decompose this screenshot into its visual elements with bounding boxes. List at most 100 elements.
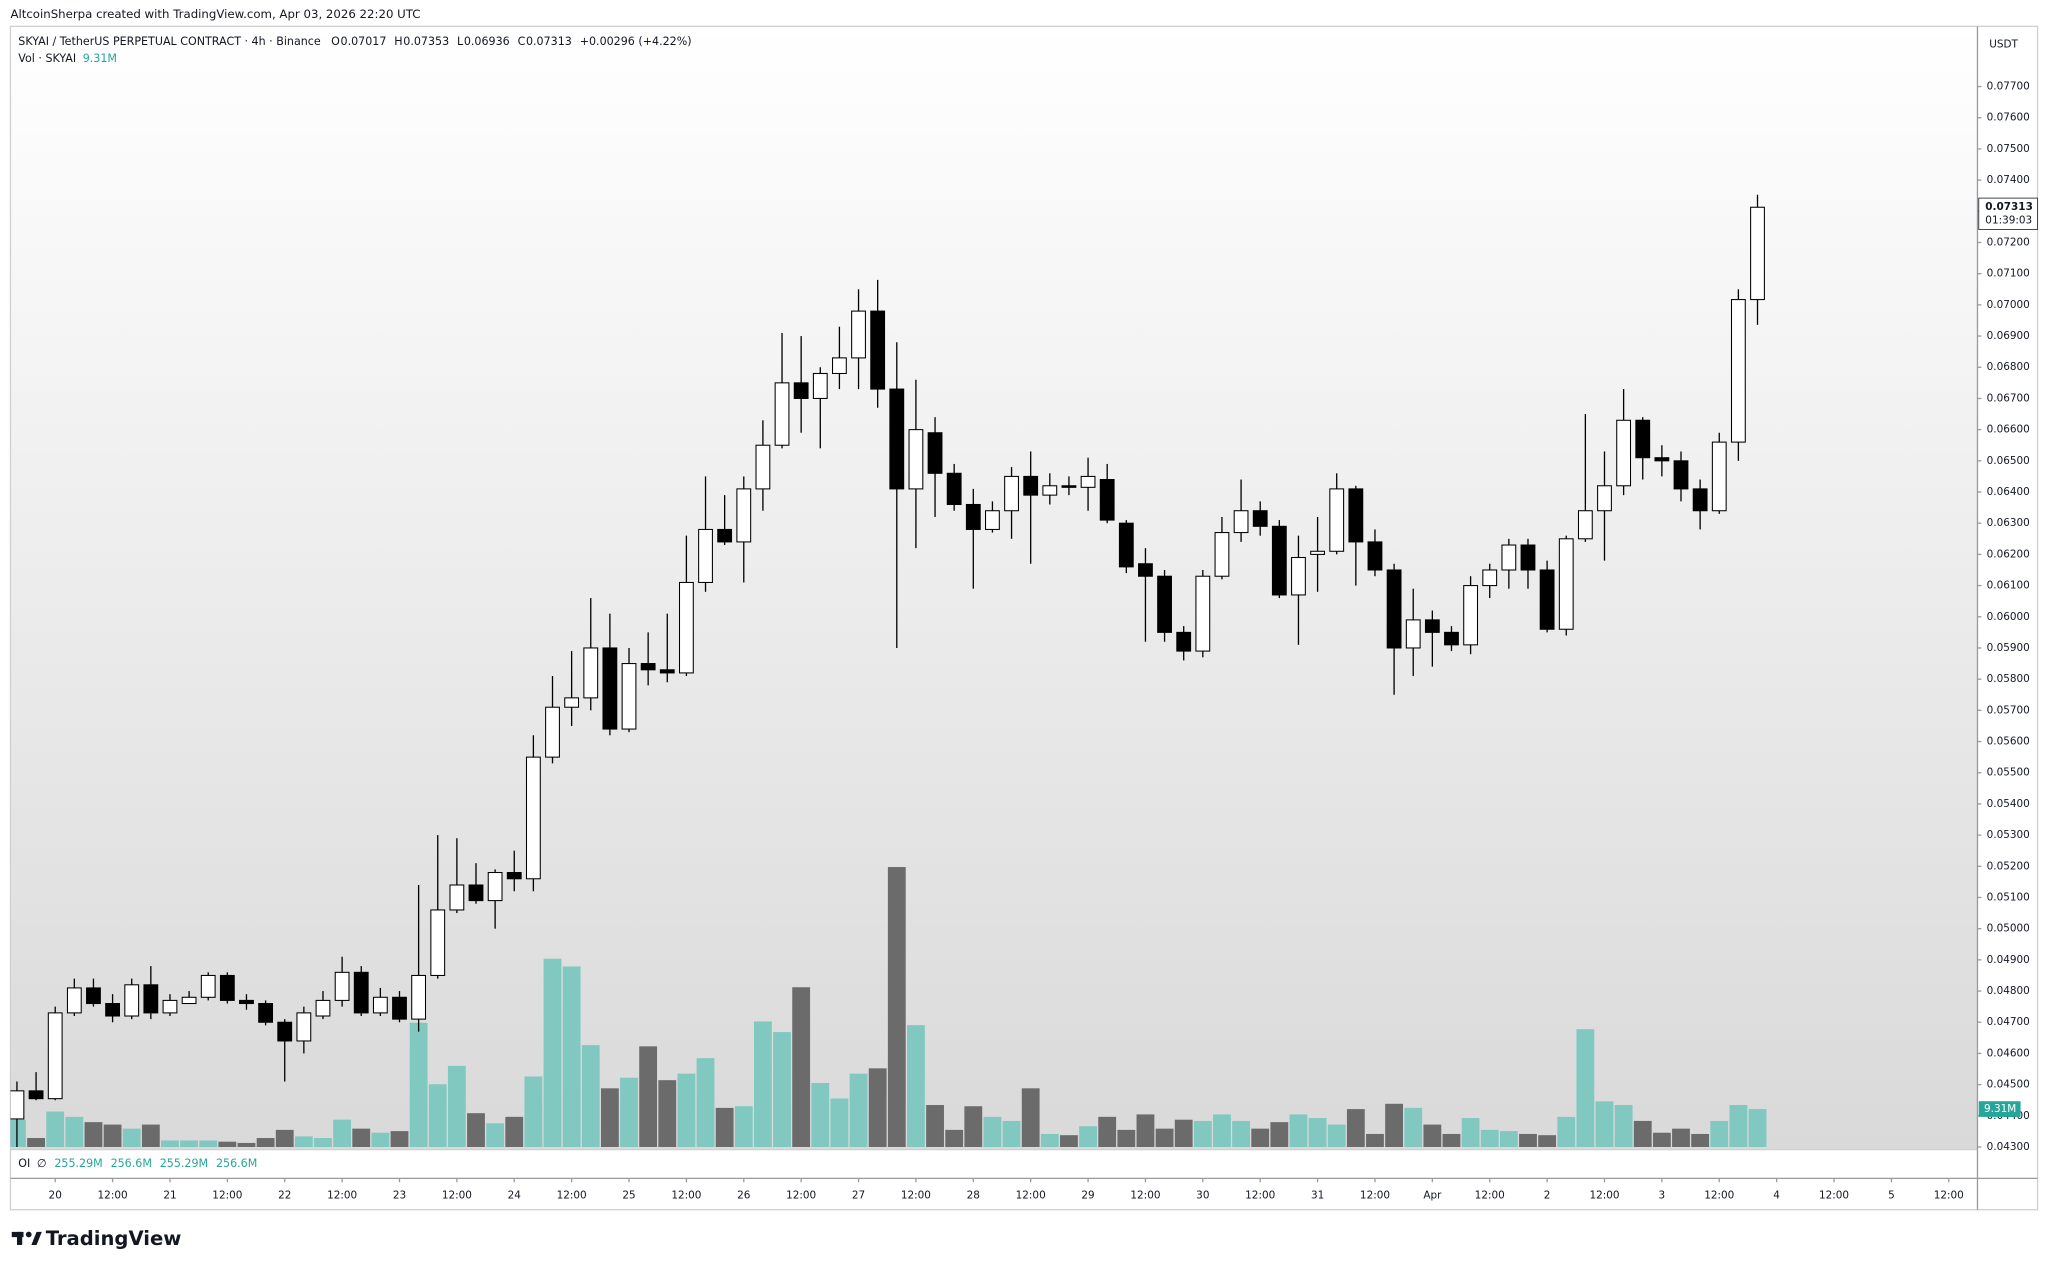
candle-body <box>946 472 962 506</box>
volume-bar <box>1595 1101 1614 1147</box>
price-pane <box>10 26 1978 1150</box>
volume-bar <box>1193 1120 1212 1147</box>
candle-body <box>1291 556 1306 596</box>
change-label: +0.00296 (+4.22%) <box>580 35 692 48</box>
candle-body <box>296 1012 312 1042</box>
volume-bar <box>964 1106 983 1147</box>
candle-body <box>851 310 866 359</box>
y-tick-label: 0.05900 <box>1987 642 2030 654</box>
plot <box>10 194 1767 1147</box>
candle-body <box>258 1003 274 1023</box>
candle-body <box>1099 479 1115 521</box>
candle-body <box>1080 475 1096 488</box>
oi-value: 256.6M <box>216 1157 257 1170</box>
candle-body <box>1616 419 1632 487</box>
candle-body <box>1501 544 1517 571</box>
oi-value: 255.29M <box>160 1157 208 1170</box>
volume-last: 9.31M <box>83 52 117 65</box>
candle-body <box>468 884 484 902</box>
volume-bar <box>696 1058 715 1147</box>
volume-badge-label: 9.31M <box>1984 1103 2016 1115</box>
volume-bar <box>1748 1109 1767 1147</box>
volume-bar <box>180 1140 199 1147</box>
x-tick-label: 12:00 <box>1016 1189 1046 1201</box>
y-tick-label: 0.04900 <box>1987 954 2030 966</box>
volume-bar <box>1519 1133 1537 1147</box>
volume-bar <box>409 1022 428 1147</box>
y-tick-label: 0.06800 <box>1987 361 2030 373</box>
candle-body <box>698 528 713 583</box>
chart-title: SKYAI / TetherUS PERPETUAL CONTRACT · 4h… <box>18 35 321 48</box>
volume-bar <box>294 1136 313 1147</box>
volume-bar <box>581 1045 600 1147</box>
candle-body <box>1157 575 1172 633</box>
y-tick-label: 0.06500 <box>1987 455 2030 467</box>
y-tick-label: 0.06700 <box>1987 392 2030 404</box>
candle-body <box>525 756 541 880</box>
candle-body <box>621 663 637 730</box>
volume-bar <box>1346 1109 1365 1147</box>
candle-body <box>487 872 503 902</box>
y-tick-label: 0.06000 <box>1987 611 2030 623</box>
volume-bar <box>1174 1119 1193 1147</box>
y-tick-label: 0.04300 <box>1987 1141 2030 1153</box>
volume-bar <box>849 1073 868 1147</box>
volume-bar <box>811 1083 830 1147</box>
volume-bar <box>1442 1133 1461 1147</box>
candle-body <box>66 987 82 1014</box>
y-tick-label: 0.06100 <box>1987 580 2030 592</box>
candle-body <box>449 884 465 911</box>
volume-bar <box>1060 1135 1078 1147</box>
candle-body <box>927 432 943 474</box>
x-tick-label: 23 <box>393 1189 406 1201</box>
candle-body <box>430 909 446 976</box>
volume-bar <box>1021 1088 1040 1147</box>
volume-bar <box>275 1129 294 1147</box>
candle-body <box>889 388 905 490</box>
volume-bar <box>830 1098 849 1147</box>
candle-body <box>736 488 752 543</box>
candle-body <box>143 984 159 1014</box>
credit: AltcoinSherpa created with TradingView.c… <box>10 7 420 21</box>
candle-body <box>239 999 254 1005</box>
logo-shape <box>25 1231 32 1238</box>
x-tick-label: 12:00 <box>212 1189 242 1201</box>
x-tick-label: 24 <box>508 1189 522 1201</box>
y-tick-label: 0.07500 <box>1987 143 2030 155</box>
candle-body <box>583 647 599 699</box>
y-tick-label: 0.07100 <box>1987 268 2030 280</box>
volume-bar <box>161 1140 179 1147</box>
candle-body <box>1367 541 1383 571</box>
candle-body <box>1635 419 1651 459</box>
x-tick-label: 2 <box>1544 1189 1551 1201</box>
volume-bar <box>1232 1120 1250 1147</box>
candle-body <box>334 971 350 1001</box>
x-tick-label: 12:00 <box>1245 1189 1275 1201</box>
x-tick-label: 12:00 <box>1819 1189 1849 1201</box>
candle-body <box>10 1090 25 1120</box>
candle-body <box>86 987 101 1005</box>
y-tick-label: 0.07600 <box>1987 112 2030 124</box>
volume-bar <box>1385 1103 1404 1147</box>
volume-bar <box>1729 1105 1748 1147</box>
x-tick-label: 12:00 <box>901 1189 931 1201</box>
volume-bar <box>753 1021 772 1147</box>
x-tick-label: 31 <box>1311 1189 1324 1201</box>
volume-bar <box>218 1141 237 1147</box>
x-tick-label: 5 <box>1888 1189 1895 1201</box>
volume-bar <box>1002 1120 1021 1147</box>
currency: USDT <box>1989 39 2018 51</box>
volume-bar <box>1499 1131 1518 1147</box>
candle-body <box>640 663 656 671</box>
volume-bar <box>1366 1133 1384 1147</box>
x-tick-label: 12:00 <box>1130 1189 1160 1201</box>
candle-body <box>1329 488 1345 552</box>
volume-bar <box>868 1068 887 1147</box>
volume-bar <box>1557 1116 1576 1147</box>
candle-body <box>717 528 733 543</box>
watermark: TradingView <box>46 1227 182 1250</box>
x-tick-label: 27 <box>852 1189 865 1201</box>
candle-body <box>602 647 618 730</box>
candle-body <box>1424 619 1440 633</box>
